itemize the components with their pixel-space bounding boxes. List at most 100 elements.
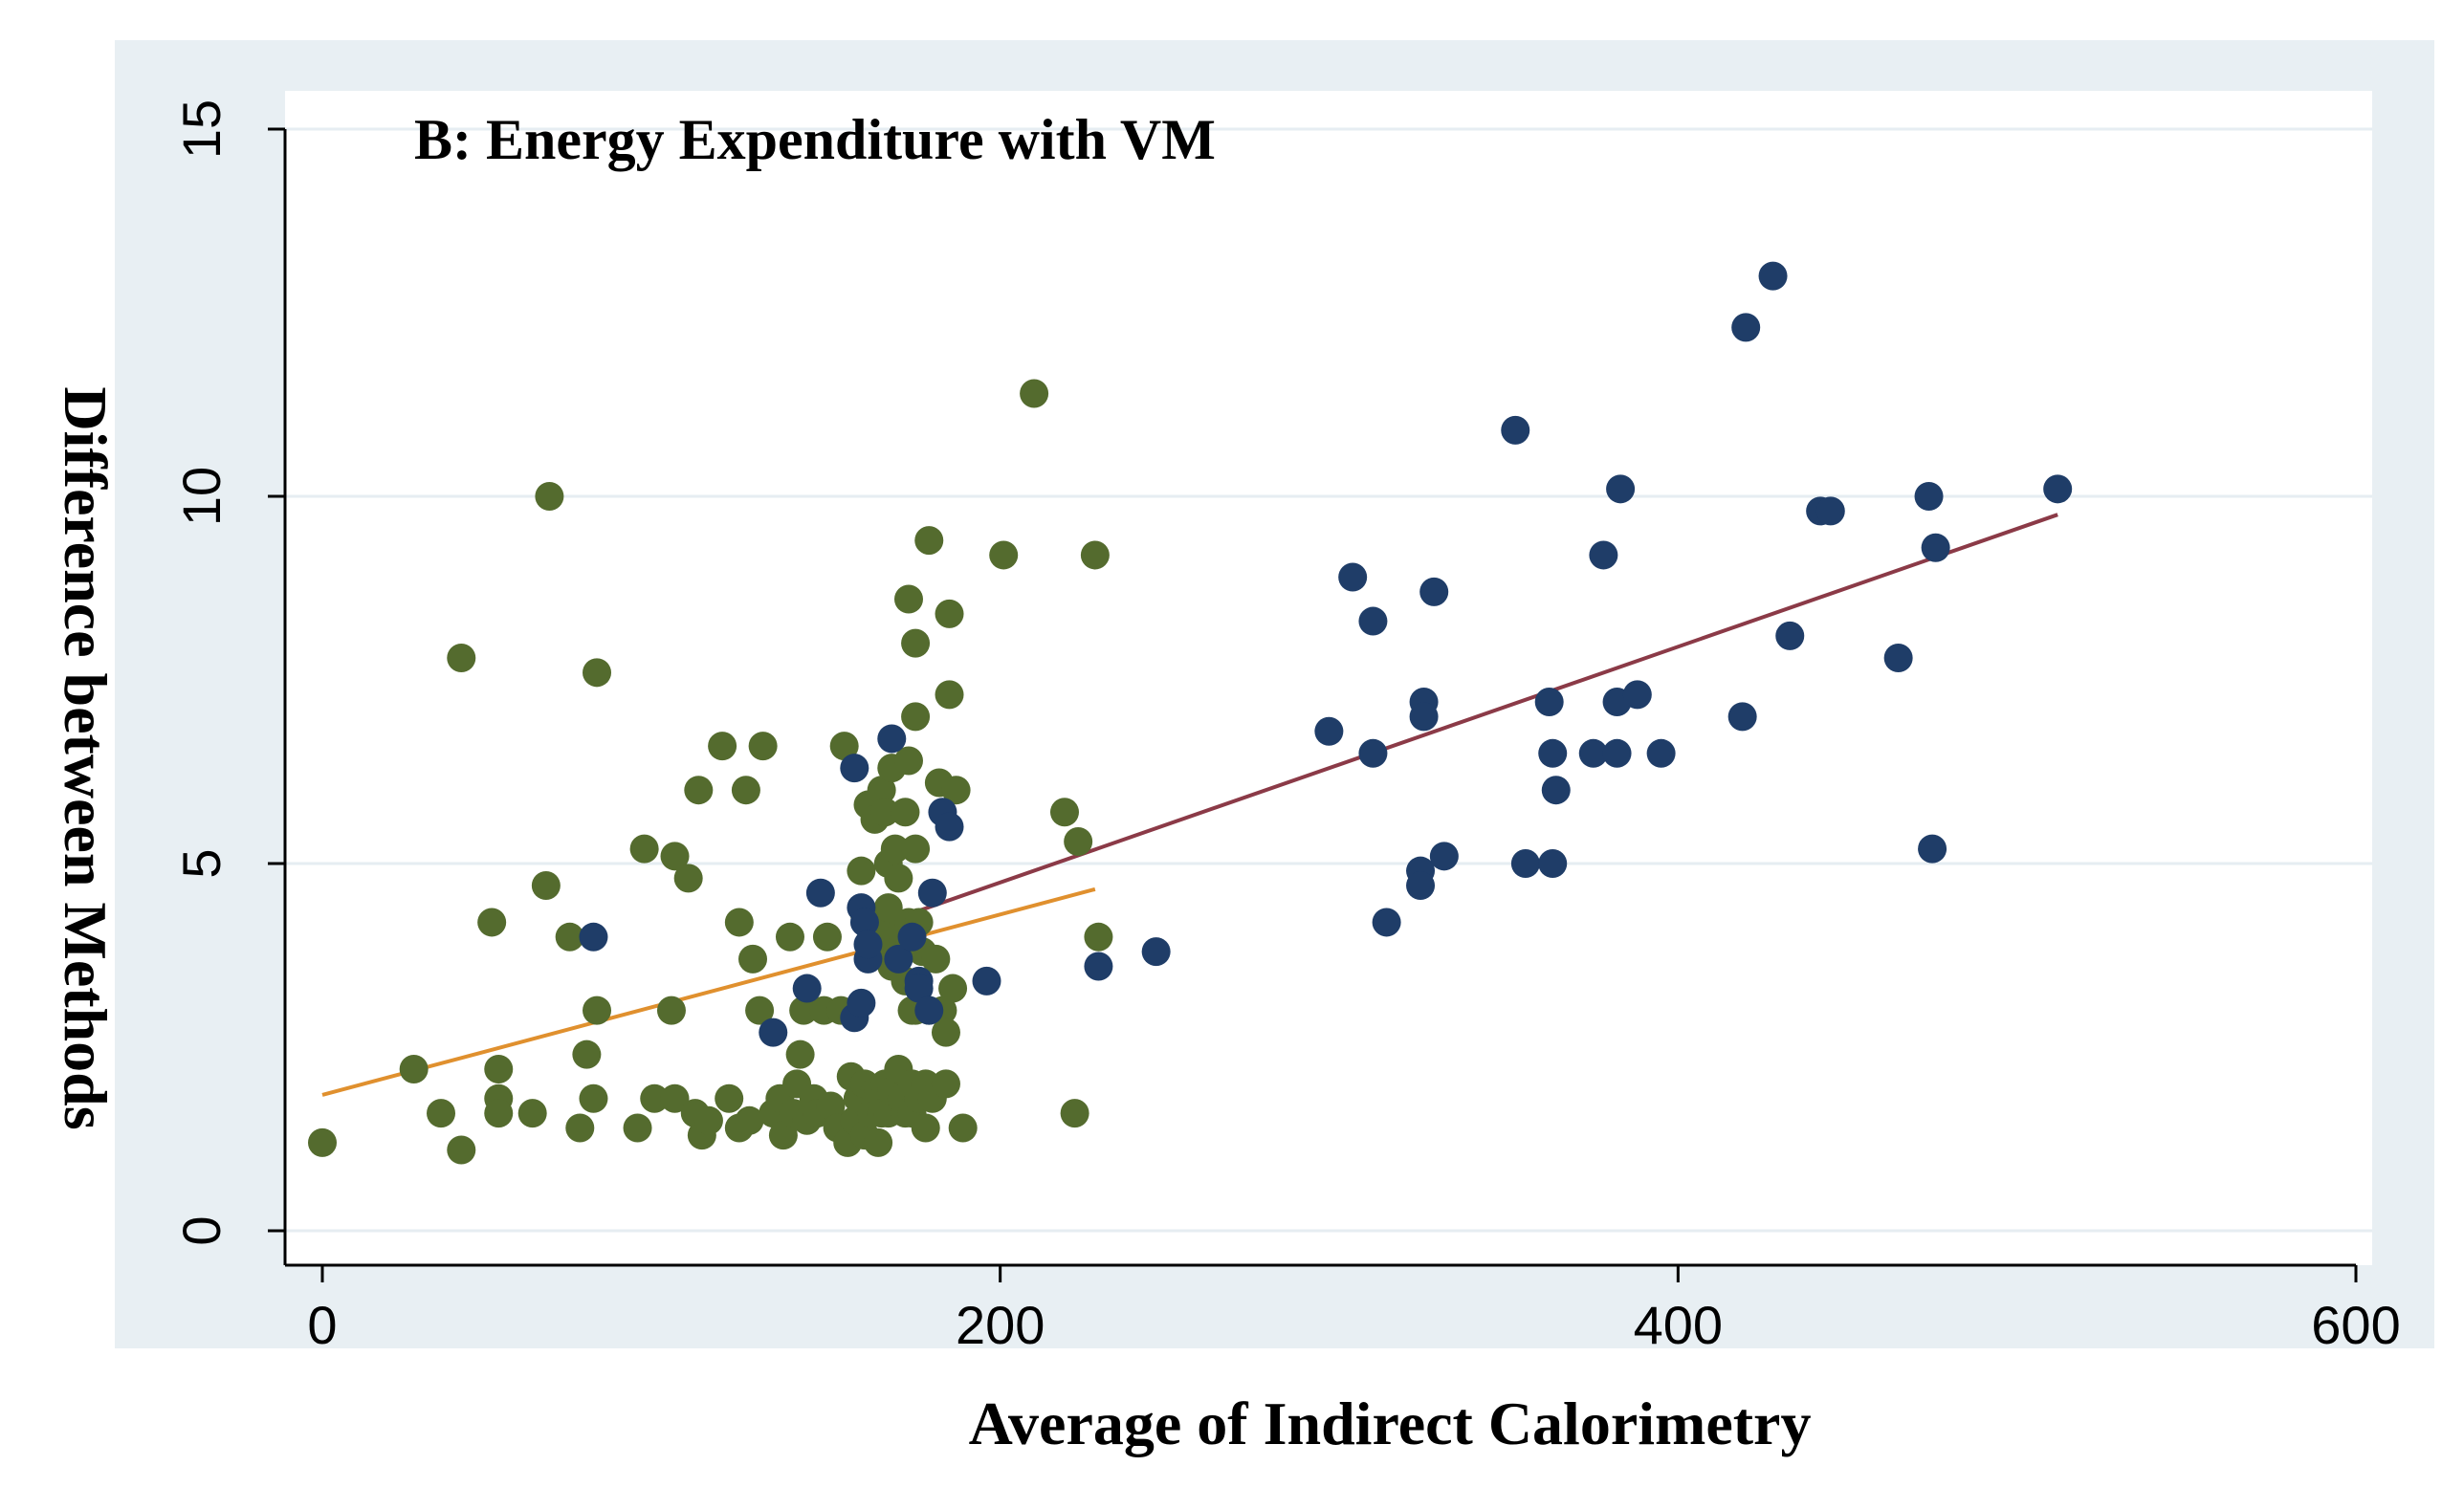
scatter-point-green	[535, 482, 564, 511]
y-axis-label: Difference between Methods	[52, 386, 120, 1129]
scatter-point-green	[870, 798, 900, 827]
scatter-point-navy	[1921, 533, 1950, 562]
scatter-point-navy	[1338, 562, 1368, 592]
scatter-point-navy	[1372, 908, 1401, 937]
scatter-point-navy	[1084, 952, 1113, 981]
scatter-point-green	[660, 842, 690, 871]
scatter-point-navy	[917, 878, 947, 908]
scatter-point-green	[1080, 540, 1110, 570]
scatter-point-green	[938, 974, 968, 1003]
scatter-point-green	[427, 1099, 456, 1128]
scatter-point-navy	[1727, 702, 1757, 732]
scatter-point-navy	[1883, 643, 1913, 672]
scatter-point-green	[816, 1091, 846, 1121]
scatter-point-green	[629, 834, 659, 864]
scatter-point-green	[623, 1113, 652, 1143]
x-tick-label: 0	[307, 1295, 337, 1355]
scatter-point-green	[891, 798, 920, 827]
scatter-point-green	[935, 599, 964, 628]
scatter-point-green	[921, 944, 951, 974]
scatter-point-green	[901, 628, 931, 658]
scatter-point-navy	[1510, 849, 1540, 878]
scatter-point-navy	[1406, 871, 1436, 901]
scatter-point-navy	[1606, 474, 1636, 504]
x-tick-label: 400	[1634, 1295, 1723, 1355]
scatter-point-navy	[1541, 776, 1571, 805]
scatter-point-navy	[1622, 680, 1652, 710]
scatter-point-navy	[935, 812, 964, 842]
scatter-point-green	[941, 776, 971, 805]
scatter-point-navy	[1534, 688, 1564, 717]
fit-maroon-line	[864, 513, 2058, 932]
scatter-point-green	[785, 1039, 815, 1069]
scatter-point-navy	[1538, 738, 1568, 768]
scatter-point-green	[484, 1099, 514, 1128]
scatter-point-green	[911, 1113, 940, 1143]
scatter-point-green	[989, 540, 1019, 570]
scatter-point-navy	[897, 922, 927, 952]
scatter-point-green	[656, 996, 686, 1025]
scatter-point-green	[931, 1018, 960, 1047]
scatter-point-navy	[1589, 540, 1618, 570]
scatter-point-green	[583, 996, 612, 1025]
scatter-point-navy	[1538, 849, 1568, 878]
scatter-point-navy	[1914, 482, 1944, 511]
scatter-point-navy	[1578, 738, 1608, 768]
scatter-point-navy	[904, 974, 934, 1003]
scatter-point-green	[931, 1069, 960, 1099]
scatter-point-navy	[1758, 261, 1788, 291]
scatter-point-navy	[1358, 738, 1388, 768]
scatter-point-green	[948, 1113, 978, 1143]
scatter-point-navy	[2043, 474, 2073, 504]
y-tick-label: 0	[171, 1215, 231, 1245]
scatter-point-navy	[1775, 621, 1805, 650]
scatter-point-green	[684, 776, 714, 805]
scatter-point-navy	[1918, 834, 1947, 864]
scatter-point-green	[789, 996, 819, 1025]
scatter-point-green	[715, 1083, 744, 1113]
scatter-point-green	[484, 1055, 514, 1084]
fit-layer	[321, 513, 2058, 1097]
x-axis-label: Average of Indirect Calorimetry	[969, 1390, 1812, 1457]
scatter-point-navy	[849, 908, 879, 937]
scatter-point-navy	[1501, 415, 1530, 445]
y-tick-label: 10	[171, 467, 231, 526]
scatter-point-navy	[1419, 577, 1449, 606]
scatter-point-green	[583, 658, 612, 688]
scatter-point-green	[660, 1083, 690, 1113]
scatter-point-green	[864, 1127, 893, 1157]
scatter-point-navy	[1409, 702, 1439, 732]
scatter-point-green	[935, 680, 964, 710]
scatter-point-green	[901, 834, 931, 864]
scatter-point-green	[477, 908, 507, 937]
y-tick-label: 15	[171, 99, 231, 159]
scatter-point-green	[893, 746, 923, 776]
grid-layer	[285, 127, 2372, 1233]
scatter-point-green	[812, 922, 842, 952]
scatter-point-green	[1049, 798, 1079, 827]
scatter-point-green	[745, 996, 775, 1025]
x-tick-label: 600	[2311, 1295, 2400, 1355]
scatter-point-navy	[847, 988, 876, 1018]
scatter-point-navy	[1141, 937, 1171, 967]
scatter-point-green	[731, 776, 760, 805]
scatter-point-navy	[1314, 716, 1344, 746]
scatter-point-green	[738, 944, 768, 974]
scatter-point-navy	[1602, 738, 1632, 768]
scatter-point-navy	[1358, 606, 1388, 636]
scatter-point-navy	[1646, 738, 1676, 768]
scatter-point-green	[640, 1083, 670, 1113]
scatter-point-navy	[914, 996, 944, 1025]
scatter-point-green	[308, 1127, 337, 1157]
scatter-point-navy	[579, 922, 608, 952]
scatter-point-navy	[1815, 496, 1845, 526]
scatter-point-green	[724, 908, 754, 937]
scatter-point-green	[768, 1121, 798, 1150]
scatter-point-green	[901, 702, 931, 732]
scatter-point-green	[1020, 379, 1049, 408]
scatter-point-green	[447, 1135, 476, 1165]
scatter-point-green	[555, 922, 584, 952]
scatter-point-navy	[853, 930, 883, 959]
